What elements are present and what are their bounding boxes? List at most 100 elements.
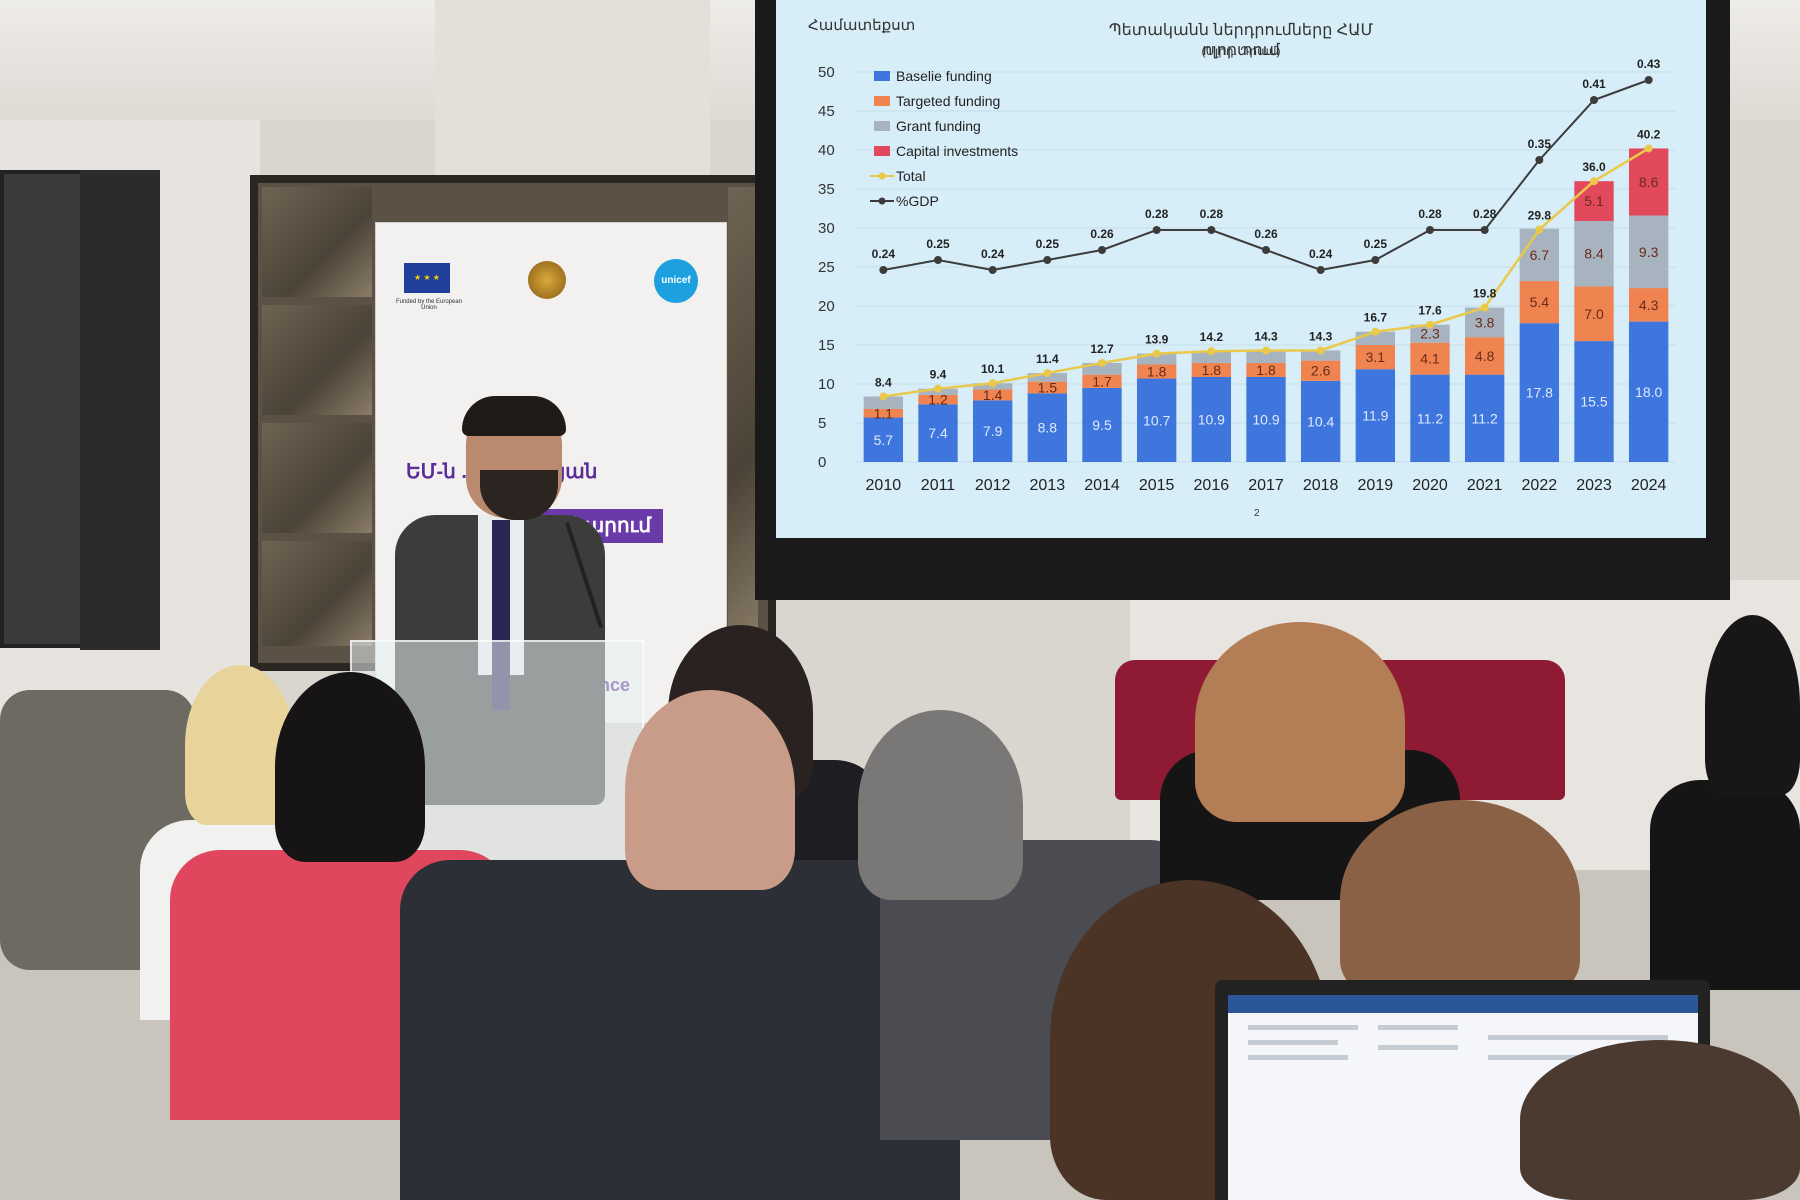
bar-data-label: 11.2 [1472,410,1498,426]
bar-segment [1246,350,1286,363]
gdp-point [1207,226,1216,234]
gdp-point [934,256,942,264]
bar-segment [972,400,1013,462]
x-tick-label: 2013 [1030,477,1066,494]
legend-marker [878,172,886,180]
audience-member [400,860,960,1200]
audience-head [1705,615,1800,795]
bar-segment [1410,324,1450,343]
audience-member [1650,780,1800,990]
legend-swatch [874,146,890,156]
bar-data-label: 9.5 [1092,417,1112,433]
bar-data-label: 1.5 [1038,380,1058,396]
bar-segment [1519,323,1560,462]
bar-segment [863,417,904,462]
projection-screen: Համատեքստ Պետականն ներդրումները ՀԱՄ ոլոր… [776,0,1706,538]
bar-data-label: 7.9 [983,423,1003,439]
x-tick-label: 2019 [1358,477,1394,494]
bar-data-label: 18.0 [1635,384,1662,400]
bar-segment [1246,376,1286,462]
x-tick-label: 2012 [975,477,1011,494]
audience-head [275,672,425,862]
legend-label: Grant funding [896,118,981,134]
bar-data-label: 11.2 [1417,410,1443,426]
total-point [1098,358,1106,367]
bar-segment [1519,228,1560,282]
legend-swatch [874,96,890,106]
total-label: 10.1 [981,362,1005,376]
bar-segment [1464,337,1505,375]
x-tick-label: 2022 [1522,477,1558,494]
gdp-point [1316,266,1325,274]
legend-label: Capital investments [896,143,1018,159]
gdp-point [1371,256,1380,264]
bar-segment [863,408,904,418]
bar-data-label: 1.1 [874,405,894,421]
total-label: 36.0 [1582,160,1606,174]
gdp-label: 0.26 [1090,227,1114,241]
total-point [1262,346,1270,355]
bar-segment [1191,362,1232,377]
total-point [1371,327,1380,336]
bar-data-label: 3.8 [1475,314,1495,330]
bar-data-label: 1.2 [928,392,948,408]
bar-data-label: 1.8 [1147,364,1167,380]
total-label: 40.2 [1637,127,1661,141]
bar-segment [1027,393,1068,462]
bar-segment [863,396,904,409]
bar-data-label: 1.4 [983,387,1003,403]
eu-flag-logo: ★ ★ ★ [404,263,450,293]
bar-segment [1574,181,1614,221]
bar-segment [1355,369,1396,462]
bar-segment [1136,364,1177,379]
total-label: 17.6 [1418,304,1442,318]
y-tick-label: 5 [818,415,826,432]
bar-segment [1628,288,1669,322]
total-label: 14.2 [1200,330,1224,344]
y-tick-label: 20 [818,298,835,315]
bar-segment [1410,342,1450,375]
total-label: 16.7 [1364,311,1388,325]
total-point [1426,320,1434,329]
bar-data-label: 5.1 [1584,193,1604,209]
bar-data-label: 7.4 [928,425,948,441]
gdp-point [1262,246,1270,254]
total-point [1043,369,1052,378]
legend-label: Targeted funding [896,93,1000,109]
x-tick-label: 2024 [1631,477,1667,494]
legend-marker [878,197,886,205]
bar-segment [1027,373,1068,382]
slide-subtitle: (Մլրդ. Դրամ) [1201,44,1281,58]
gdp-label: 0.41 [1582,77,1606,91]
bar-segment [1082,374,1122,388]
bar-data-label: 9.3 [1639,244,1659,260]
gdp-label: 0.24 [981,247,1005,261]
bar-data-label: 17.8 [1526,385,1553,401]
bar-segment [1574,286,1614,342]
x-tick-label: 2020 [1412,477,1448,494]
gdp-point [1480,226,1489,234]
audience-head [1195,622,1405,822]
x-tick-label: 2015 [1139,477,1175,494]
gdp-label: 0.28 [1418,207,1442,221]
gdp-label: 0.28 [1200,207,1224,221]
presenter-beard [480,470,558,520]
y-tick-label: 45 [818,103,835,120]
bar-data-label: 10.4 [1307,413,1334,429]
laptop-title-bar [1228,995,1698,1013]
unicef-logo: unicef [654,259,698,303]
total-label: 8.4 [875,375,892,389]
gdp-label: 0.35 [1528,137,1552,151]
total-label: 29.8 [1528,209,1552,223]
y-tick-label: 25 [818,259,835,276]
gdp-point [1590,96,1598,104]
bar-segment [972,389,1013,401]
bar-segment [1300,380,1341,462]
bar-segment [1628,148,1669,216]
bar-data-label: 5.7 [874,432,894,448]
gdp-point [988,266,997,274]
total-label: 14.3 [1254,329,1278,343]
total-point [934,384,942,393]
slide-section-label: Համատեքստ [808,17,916,34]
bar-segment [1410,374,1450,462]
